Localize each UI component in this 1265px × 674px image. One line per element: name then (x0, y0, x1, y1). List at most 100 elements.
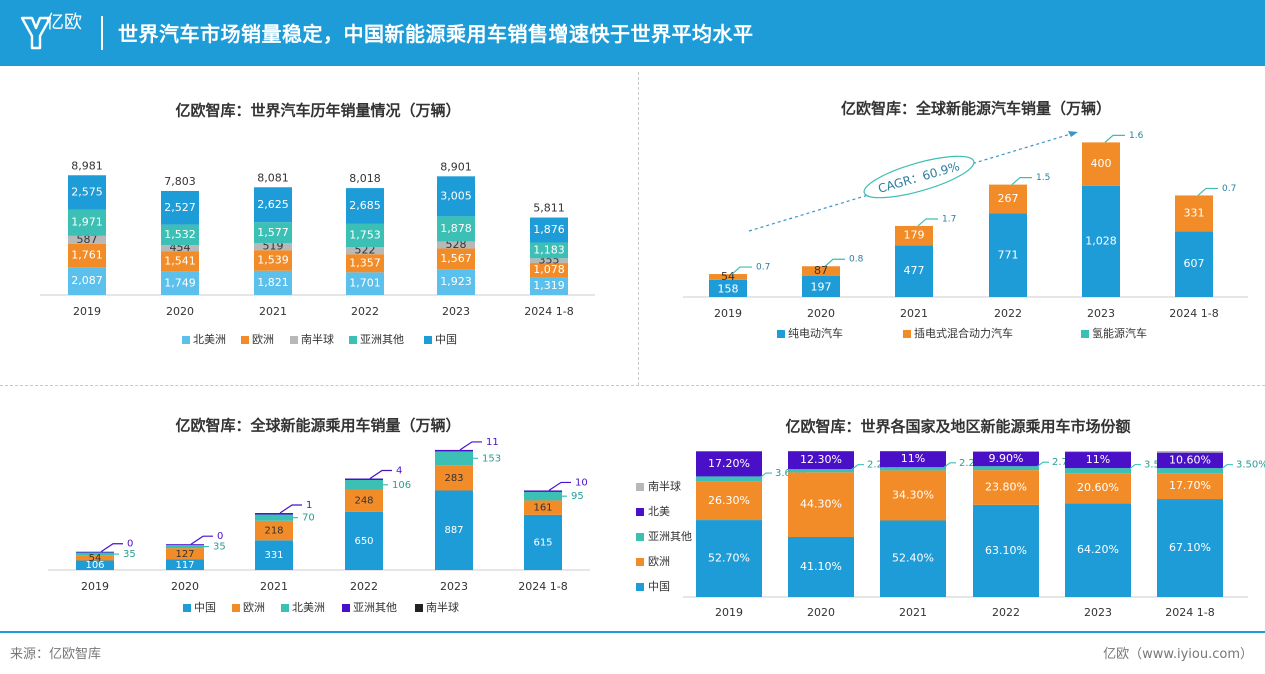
chart4-data-label: 12.30% (800, 453, 842, 466)
chart1-bar-segment (530, 258, 568, 264)
chart1-data-label: 1,876 (533, 223, 565, 236)
chart1-bar-segment (161, 190, 199, 225)
chart2-hydrogen-label: 0.7 (756, 263, 770, 273)
chart2-data-label: 179 (904, 229, 925, 242)
chart3-data-label: 887 (444, 525, 463, 536)
chart3-data-label: 127 (175, 549, 194, 560)
chart3-northamerica-label: 153 (482, 453, 501, 464)
chart3-data-label: 54 (89, 553, 102, 564)
chart1-bar-segment (346, 247, 384, 255)
chart3-bar-segment (76, 555, 114, 561)
chart1-bar-segment (437, 176, 475, 217)
chart3-leader-line (190, 535, 213, 545)
chart4-bar-segment (1157, 499, 1223, 597)
chart4-bar-segment (696, 476, 762, 482)
chart4-legend-label: 北美 (648, 505, 670, 518)
chart4-data-label: 20.60% (1077, 481, 1119, 494)
chart3-leader-line (279, 504, 302, 514)
chart1-bar-segment (530, 242, 568, 259)
chart1-data-label: 1,761 (71, 248, 103, 261)
chart3-bar-segment (435, 490, 473, 570)
chart1-data-label: 1,753 (349, 229, 381, 242)
chart4-bar-segment (973, 470, 1039, 505)
chart3-x-tick: 2020 (171, 580, 199, 593)
chart2-hydrogen-label: 1.6 (1129, 131, 1144, 141)
chart1-data-label: 1,357 (349, 256, 381, 269)
chart4-bar-segment (880, 467, 946, 471)
chart2-x-tick: 2021 (900, 307, 928, 320)
chart2-data-label: 87 (814, 264, 828, 277)
chart4-bar-segment (880, 451, 946, 468)
chart3-legend-swatch (183, 604, 191, 612)
yiou-logo-icon (20, 16, 52, 50)
chart1-data-label: 1,577 (257, 226, 289, 239)
chart3-bar-segment (76, 551, 114, 553)
chart1-data-label: 1,923 (440, 275, 472, 288)
chart3-bar-segment (524, 490, 562, 492)
chart4-x-tick: 2019 (715, 606, 743, 619)
chart4-data-label: 23.80% (985, 481, 1027, 494)
chart3-legend-label: 欧洲 (243, 601, 265, 614)
chart4-leader-line (1218, 464, 1233, 472)
chart4-leader-line (1034, 461, 1049, 469)
chart1-legend-swatch (241, 336, 249, 344)
chart2-bar-bev (709, 279, 747, 297)
chart2-x-tick: 2023 (1087, 307, 1115, 320)
chart3-bar-segment (524, 500, 562, 515)
chart1-bar-segment (254, 222, 292, 244)
chart2-data-label: 331 (1184, 206, 1205, 219)
chart1-bar-segment (254, 250, 292, 271)
chart3-asia-label: 0 (127, 539, 133, 550)
chart1-bar-segment (254, 270, 292, 295)
chart3-bar-segment (345, 478, 383, 481)
chart4-bar-segment (1157, 468, 1223, 474)
chart3-bar-segment (166, 544, 204, 545)
chart1-data-label: 1,183 (533, 243, 565, 256)
chart2-bar-bev (1175, 231, 1213, 297)
chart4-data-label: 9.90% (989, 452, 1024, 465)
chart3-leader-line (369, 469, 392, 480)
chart1-bar-segment (346, 272, 384, 295)
chart4-legend-label: 亚洲其他 (648, 530, 692, 543)
chart4-title: 亿欧智库：世界各国家及地区新能源乘用车市场份额 (785, 418, 1130, 436)
chart3-bar-segment (345, 489, 383, 512)
footer-site: 亿欧（www.iyiou.com） (1103, 647, 1253, 662)
chart4-bar-segment (1065, 451, 1131, 453)
chart4-x-tick: 2023 (1084, 606, 1112, 619)
chart1-data-label: 1,971 (71, 216, 103, 229)
chart3-data-label: 248 (354, 496, 373, 507)
chart1-total-label: 5,811 (533, 202, 565, 215)
chart2-leader-line (824, 258, 845, 267)
chart3-x-tick: 2023 (440, 580, 468, 593)
chart3-leader-line (548, 481, 571, 491)
chart3-legend-label: 中国 (194, 601, 216, 614)
chart4-data-label: 67.10% (1169, 541, 1211, 554)
chart3-data-label: 650 (354, 536, 373, 547)
chart2-leader-line (917, 218, 938, 227)
chart3-bar-segment (435, 449, 473, 452)
chart2-legend-swatch (903, 330, 911, 338)
chart4-bar-segment (788, 472, 854, 537)
chart2-bar-phev (709, 274, 747, 280)
chart4-bar-segment (973, 466, 1039, 471)
chart2-bar-phev (895, 225, 933, 246)
chart1-total-label: 8,981 (71, 159, 103, 172)
chart1-x-tick: 2020 (166, 305, 194, 318)
chart2-bar-phev (802, 266, 840, 276)
chart3-x-tick: 2019 (81, 580, 109, 593)
chart3-bar-segment (255, 514, 293, 521)
chart4-legend-swatch (636, 583, 644, 591)
chart1-bar-segment (530, 277, 568, 295)
chart4-legend-swatch (636, 483, 644, 491)
chart4-bar-segment (1065, 503, 1131, 597)
vertical-divider (638, 72, 639, 385)
chart1-bar-segment (161, 245, 199, 252)
chart4-x-tick: 2022 (992, 606, 1020, 619)
chart4-bar-segment (788, 451, 854, 470)
chart1-bar-segment (161, 224, 199, 246)
chart2-x-tick: 2024 1-8 (1169, 307, 1218, 320)
chart1-data-label: 1,319 (533, 279, 565, 292)
chart1-bar-segment (437, 216, 475, 242)
chart2-hydrogen-label: 0.7 (1222, 184, 1236, 194)
chart2-hydrogen-label: 0.8 (849, 255, 864, 265)
